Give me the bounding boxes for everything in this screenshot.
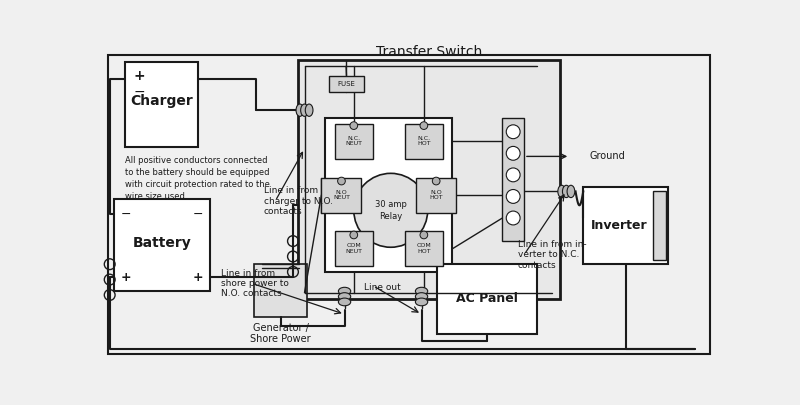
Ellipse shape — [558, 185, 566, 198]
Bar — [502, 118, 524, 241]
Text: Line out: Line out — [364, 283, 401, 292]
Text: N.C.
HOT: N.C. HOT — [417, 136, 430, 146]
Ellipse shape — [306, 104, 313, 116]
Circle shape — [506, 190, 520, 203]
Circle shape — [354, 173, 428, 247]
Text: Line in from
charger to N.O.
contacts: Line in from charger to N.O. contacts — [264, 186, 333, 216]
Bar — [326, 118, 452, 272]
Text: N.C.
NEUT: N.C. NEUT — [346, 136, 362, 146]
Text: Ground: Ground — [590, 151, 625, 162]
Text: Inverter: Inverter — [591, 219, 648, 232]
Text: +: + — [133, 69, 145, 83]
Text: All positive conductors connected
to the battery should be equipped
with circuit: All positive conductors connected to the… — [125, 156, 270, 201]
Circle shape — [432, 177, 440, 185]
Text: COM
NEUT: COM NEUT — [346, 243, 362, 254]
Bar — [437, 264, 537, 333]
Text: FUSE: FUSE — [338, 81, 355, 87]
Bar — [329, 76, 364, 92]
Bar — [405, 124, 443, 159]
Ellipse shape — [567, 185, 574, 198]
Bar — [322, 178, 362, 213]
Circle shape — [350, 122, 358, 130]
Ellipse shape — [415, 298, 428, 306]
Text: −: − — [133, 85, 145, 99]
Bar — [298, 60, 560, 299]
Text: +: + — [192, 271, 202, 284]
Bar — [125, 62, 198, 147]
Circle shape — [420, 231, 428, 239]
Text: Battery: Battery — [132, 236, 191, 250]
Ellipse shape — [415, 287, 428, 295]
Text: Transfer Switch: Transfer Switch — [376, 45, 482, 60]
Circle shape — [506, 125, 520, 139]
Circle shape — [506, 211, 520, 225]
Text: −: − — [121, 208, 131, 221]
Text: Relay: Relay — [379, 212, 402, 221]
Ellipse shape — [338, 298, 350, 306]
Text: Generator /
Shore Power: Generator / Shore Power — [250, 323, 311, 344]
Bar — [334, 124, 373, 159]
Ellipse shape — [338, 293, 350, 301]
Text: Charger: Charger — [130, 94, 193, 108]
Text: COM
HOT: COM HOT — [417, 243, 431, 254]
Bar — [114, 199, 210, 291]
Bar — [405, 231, 443, 266]
Ellipse shape — [562, 185, 570, 198]
Text: 30 amp: 30 amp — [375, 200, 406, 209]
Circle shape — [506, 146, 520, 160]
Text: N.O
NEUT: N.O NEUT — [333, 190, 350, 200]
Bar — [254, 264, 307, 317]
Circle shape — [506, 168, 520, 182]
Circle shape — [338, 177, 346, 185]
Ellipse shape — [338, 287, 350, 295]
Bar — [416, 178, 456, 213]
Bar — [334, 231, 373, 266]
Text: +: + — [121, 271, 131, 284]
Text: −: − — [192, 208, 202, 221]
Ellipse shape — [415, 293, 428, 301]
Text: Line in from
shore power to
N.O. contacts: Line in from shore power to N.O. contact… — [222, 269, 290, 298]
Circle shape — [350, 231, 358, 239]
Bar — [583, 187, 668, 264]
Circle shape — [420, 122, 428, 130]
Ellipse shape — [296, 104, 304, 116]
Bar — [653, 191, 666, 260]
Text: AC Panel: AC Panel — [456, 292, 518, 305]
Ellipse shape — [301, 104, 308, 116]
Text: Line in from in-
verter to N.C.
contacts: Line in from in- verter to N.C. contacts — [518, 240, 586, 270]
Text: N.O
HOT: N.O HOT — [430, 190, 443, 200]
